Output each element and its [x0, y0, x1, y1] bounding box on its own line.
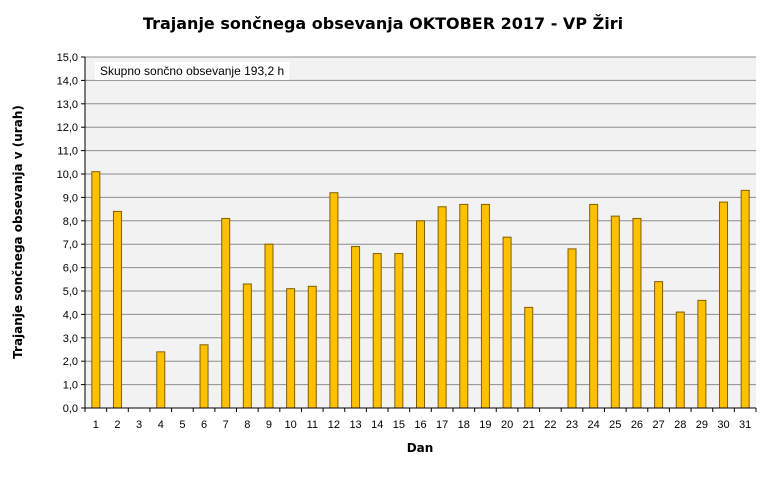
- bar: [307, 285, 317, 409]
- x-tick-label: 27: [652, 419, 664, 431]
- bar: [632, 217, 642, 409]
- x-axis-ticks: 1 2 3 4 5 6 7 8 9 10 11 12 13 14 15 16 17 18 19 20 21 22 23 24 2…: [84, 408, 757, 431]
- y-axis-label: Trajanje sončnega obsevanja v (urah): [11, 105, 25, 359]
- y-tick-label: 1,0: [63, 380, 78, 392]
- bar: [91, 171, 101, 409]
- x-tick-label: 9: [266, 419, 272, 431]
- y-tick-label: 5,0: [63, 286, 78, 298]
- x-tick-label: 18: [458, 419, 470, 431]
- x-tick-label: 20: [501, 419, 513, 431]
- bar: [112, 210, 122, 409]
- x-tick-label: 23: [566, 419, 578, 431]
- y-tick-label: 15,0: [57, 52, 78, 64]
- bar: [459, 203, 469, 409]
- bar: [264, 243, 274, 409]
- gridlines: [85, 56, 756, 386]
- y-tick-label: 7,0: [63, 239, 78, 251]
- bar: [221, 217, 231, 409]
- bar: [502, 236, 512, 409]
- y-tick-label: 8,0: [63, 216, 78, 228]
- y-tick-label: 10,0: [57, 169, 78, 181]
- x-axis-label: Dan: [407, 441, 434, 455]
- y-tick-label: 3,0: [63, 333, 78, 345]
- chart-title: Trajanje sončnega obsevanja OKTOBER 2017…: [143, 14, 623, 33]
- bar: [610, 215, 620, 409]
- y-tick-label: 6,0: [63, 263, 78, 275]
- bar: [242, 283, 252, 409]
- x-tick-label: 31: [739, 419, 751, 431]
- y-tick-label: 13,0: [57, 99, 78, 111]
- bar: [351, 246, 361, 409]
- annotation-box: [95, 62, 290, 80]
- x-tick-label: 19: [479, 419, 491, 431]
- bar: [654, 281, 664, 409]
- y-axis-ticks: 0,0 1,0 2,0 3,0 4,0 5,0 6,0 7,0 8,0 9,0 10,0 11,0 12…: [57, 52, 85, 415]
- x-tick-label: 14: [371, 419, 383, 431]
- y-tick-label: 2,0: [63, 356, 78, 368]
- bar: [372, 253, 382, 409]
- bar: [740, 189, 750, 409]
- x-tick-label: 11: [307, 419, 318, 431]
- x-tick-label: 2: [114, 419, 120, 431]
- x-tick-label: 30: [717, 419, 729, 431]
- x-tick-label: 17: [436, 419, 448, 431]
- x-tick-label: 26: [631, 419, 643, 431]
- x-tick-label: 5: [179, 419, 185, 431]
- bar: [394, 253, 404, 409]
- bar: [589, 203, 599, 409]
- x-tick-label: 21: [523, 419, 535, 431]
- bar: [329, 192, 339, 409]
- x-tick-label: 29: [696, 419, 708, 431]
- x-tick-label: 10: [285, 419, 297, 431]
- x-tick-label: 15: [393, 419, 405, 431]
- y-tick-label: 9,0: [63, 192, 78, 204]
- x-tick-label: 12: [328, 419, 340, 431]
- bar: [199, 344, 209, 409]
- bar: [480, 203, 490, 409]
- bar: [719, 201, 729, 409]
- bar: [697, 299, 707, 409]
- x-tick-label: 7: [223, 419, 229, 431]
- bar: [416, 220, 425, 409]
- bar: [567, 248, 577, 409]
- y-tick-label: 11,0: [57, 146, 78, 158]
- x-tick-label: 3: [136, 419, 142, 431]
- bars: [91, 171, 750, 409]
- x-tick-label: 22: [544, 419, 556, 431]
- bar: [156, 351, 166, 409]
- bar: [286, 288, 296, 409]
- x-tick-label: 4: [158, 419, 164, 431]
- bar: [675, 311, 685, 409]
- annotation: Skupno sončno obsevanje 193,2 h: [100, 64, 284, 78]
- y-tick-label: 14,0: [57, 75, 78, 87]
- bar: [437, 206, 447, 409]
- y-tick-label: 0,0: [63, 403, 78, 415]
- x-tick-label: 13: [349, 419, 361, 431]
- x-tick-label: 24: [588, 419, 600, 431]
- x-tick-label: 28: [674, 419, 686, 431]
- x-tick-label: 25: [609, 419, 621, 431]
- x-tick-label: 6: [201, 419, 207, 431]
- y-tick-label: 12,0: [57, 122, 78, 134]
- x-tick-label: 1: [93, 419, 99, 431]
- bar: [524, 306, 534, 409]
- y-tick-label: 4,0: [63, 309, 78, 321]
- x-tick-label: 8: [244, 419, 250, 431]
- x-tick-label: 16: [414, 419, 426, 431]
